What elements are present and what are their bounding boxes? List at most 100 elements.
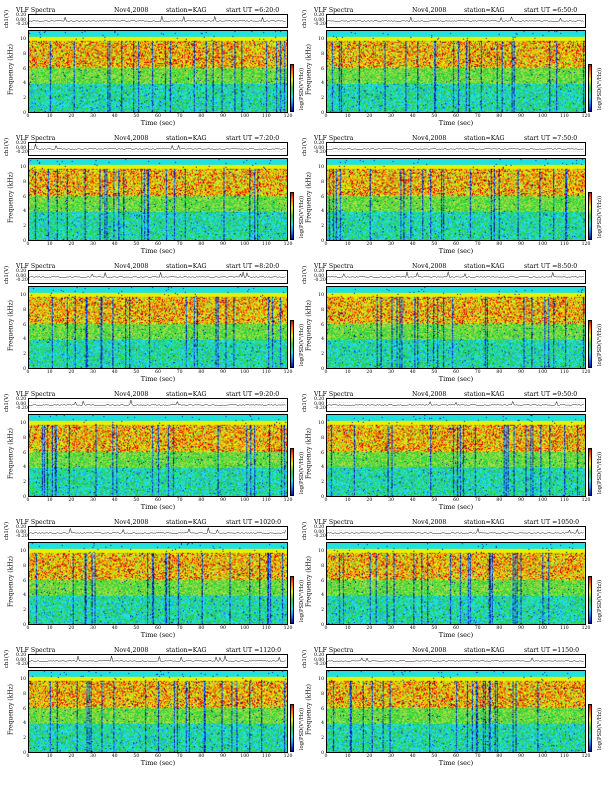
colorbar — [588, 448, 592, 496]
time-tick-label: 110 — [559, 626, 569, 631]
time-tick-label: 80 — [496, 626, 503, 631]
time-tick-label: 0 — [324, 242, 328, 247]
panel-station: station=KAG — [166, 7, 207, 14]
ch1-tick-label: 0.20 — [16, 13, 27, 18]
start-prefix: start UT = — [226, 135, 260, 142]
frequency-tick-label: 0 — [321, 367, 324, 372]
time-tick-label: 100 — [240, 114, 250, 119]
time-tick-label: 60 — [453, 626, 459, 631]
time-tick-label: 80 — [496, 114, 503, 119]
time-tick-label: 30 — [388, 754, 394, 759]
panel-title: VLF Spectra — [16, 7, 56, 14]
panel-station: station=KAG — [166, 263, 207, 270]
frequency-tick-label: 0 — [321, 751, 324, 756]
panel-title: VLF Spectra — [314, 135, 354, 142]
ch1-waveform-plot — [326, 526, 586, 540]
time-tick-label: 120 — [581, 114, 591, 119]
frequency-axis-label: Frequency (kHz) — [6, 160, 16, 240]
ch1-waveform — [327, 528, 585, 536]
ch1-tick-label: 0.00 — [16, 273, 27, 279]
time-tick-label: 30 — [388, 114, 394, 119]
colorbar — [290, 448, 294, 496]
spectrogram-canvas — [29, 159, 287, 240]
time-tick-label: 60 — [453, 242, 459, 247]
ch1-tick-label: 0.00 — [16, 17, 27, 23]
ch1-waveform — [29, 16, 287, 24]
time-tick-label: 10 — [46, 242, 53, 247]
panel-header: VLF Spectra Nov4,2008 station=KAG start … — [16, 134, 286, 143]
time-tick-label: 90 — [518, 754, 524, 759]
time-tick-label: 70 — [176, 370, 183, 375]
spectra-panel-12: VLF Spectra Nov4,2008 station=KAG start … — [300, 646, 603, 771]
time-tick-label: 40 — [111, 242, 118, 247]
colorbar — [290, 576, 294, 624]
spectra-panel-7: VLF Spectra Nov4,2008 station=KAG start … — [2, 390, 305, 515]
frequency-tick-label: 4 — [321, 721, 324, 727]
colorbar — [290, 64, 294, 112]
ch1-tick-label: 0.00 — [16, 401, 27, 407]
time-tick-label: 30 — [90, 498, 96, 503]
frequency-tick-label: 8 — [321, 563, 324, 569]
panel-station: station=KAG — [464, 647, 505, 654]
ch1-axis-label-text: ch1(V) — [4, 521, 11, 541]
frequency-tick-label: 2 — [23, 352, 26, 358]
panel-header: VLF Spectra Nov4,2008 station=KAG start … — [16, 518, 286, 527]
spectrogram-canvas — [327, 543, 585, 624]
frequency-tick-label: 10 — [318, 677, 324, 682]
ch1-axis-label-text: ch1(V) — [4, 137, 11, 157]
start-prefix: start UT = — [524, 647, 558, 654]
panel-header: VLF Spectra Nov4,2008 station=KAG start … — [314, 390, 584, 399]
panel-date: Nov4,2008 — [114, 391, 149, 398]
panel-start-time: start UT =7:20:0 — [226, 134, 279, 143]
time-axis-label: Time (sec) — [438, 119, 474, 127]
ch1-waveform-plot — [28, 270, 288, 284]
time-tick-label: 30 — [90, 114, 96, 119]
time-tick-label: 50 — [133, 754, 140, 759]
frequency-axis-label-text: Frequency (kHz) — [305, 171, 313, 224]
panel-header: VLF Spectra Nov4,2008 station=KAG start … — [16, 262, 286, 271]
spectra-panel-2: VLF Spectra Nov4,2008 station=KAG start … — [300, 6, 603, 131]
frequency-tick-label: 10 — [20, 165, 26, 170]
frequency-tick-label: 8 — [23, 51, 26, 57]
panel-header: VLF Spectra Nov4,2008 station=KAG start … — [16, 390, 286, 399]
frequency-tick-label: 2 — [321, 224, 324, 230]
frequency-tick-label: 6 — [23, 66, 26, 72]
ch1-axis-label-text: ch1(V) — [4, 265, 11, 285]
spectrogram-canvas — [29, 415, 287, 496]
ch1-waveform-plot — [326, 398, 586, 412]
time-tick-label: 50 — [133, 114, 140, 119]
frequency-axis-label: Frequency (kHz) — [6, 32, 16, 112]
spectrogram — [28, 30, 288, 113]
panel-station: station=KAG — [166, 519, 207, 526]
time-axis-label: Time (sec) — [140, 759, 176, 767]
time-tick-label: 120 — [581, 242, 591, 247]
ch1-waveform — [327, 271, 585, 280]
spectrogram-canvas — [327, 159, 585, 240]
time-tick-label: 30 — [90, 754, 96, 759]
ch1-axis-label: ch1(V) — [300, 138, 310, 158]
frequency-tick-label: 4 — [321, 465, 324, 471]
frequency-axis-label: Frequency (kHz) — [304, 672, 314, 752]
time-tick-label: 0 — [26, 114, 30, 119]
ch1-axis-label-text: ch1(V) — [302, 521, 309, 541]
time-tick-label: 90 — [220, 242, 226, 247]
frequency-tick-label: 0 — [321, 239, 324, 244]
time-tick-label: 90 — [220, 370, 226, 375]
time-tick-label: 0 — [26, 754, 30, 759]
ch1-tick-label: -0.20 — [314, 150, 326, 156]
time-tick-label: 10 — [46, 498, 53, 503]
ch1-tick-label: 0.20 — [314, 141, 325, 146]
frequency-axis-label-text: Frequency (kHz) — [305, 555, 313, 608]
panel-title: VLF Spectra — [314, 391, 354, 398]
ch1-tick-label: -0.20 — [16, 662, 28, 668]
start-prefix: start UT = — [524, 135, 558, 142]
time-tick-label: 20 — [366, 754, 373, 759]
start-value: 1050:0 — [557, 519, 580, 526]
ch1-tick-label: 0.00 — [314, 17, 325, 23]
frequency-axis-label-text: Frequency (kHz) — [7, 299, 15, 352]
start-value: 1150:0 — [557, 647, 580, 654]
time-tick-label: 10 — [46, 754, 53, 759]
time-tick-label: 70 — [474, 498, 481, 503]
colorbar-label: log(PSD(V²/Hz)) — [594, 318, 603, 378]
time-tick-label: 40 — [111, 114, 118, 119]
